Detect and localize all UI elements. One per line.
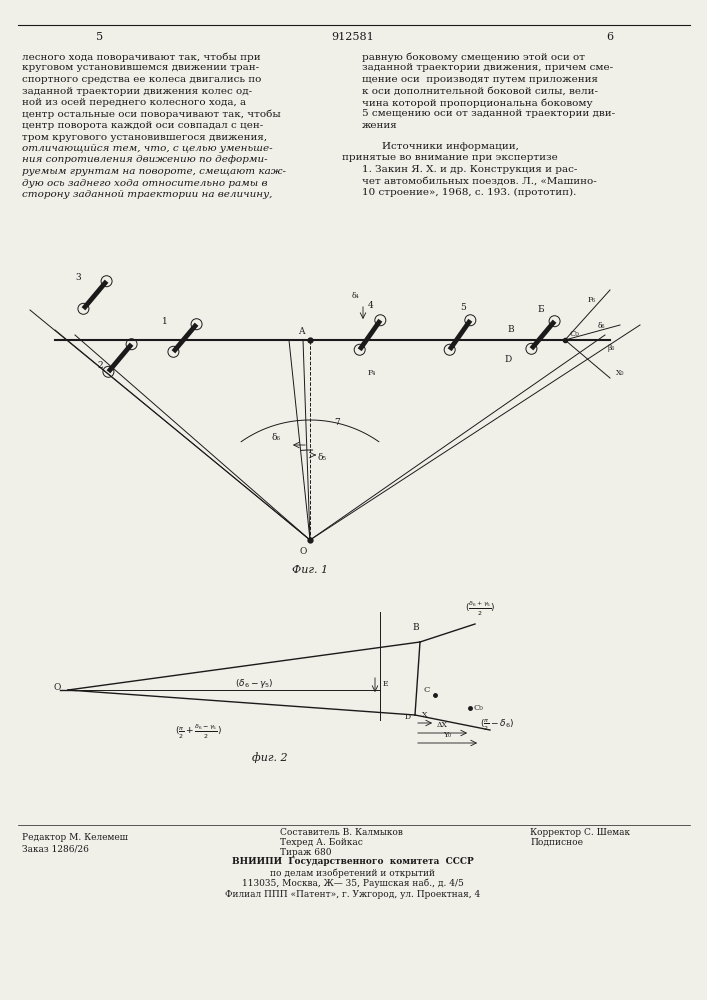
Text: отличающийся тем, что, с целью уменьше-: отличающийся тем, что, с целью уменьше- <box>22 144 273 153</box>
Text: 113035, Москва, Ж— 35, Раушская наб., д. 4/5: 113035, Москва, Ж— 35, Раушская наб., д.… <box>242 879 464 888</box>
Text: δ₅: δ₅ <box>318 453 327 462</box>
Text: Техред А. Бойкас: Техред А. Бойкас <box>280 838 363 847</box>
Text: к оси дополнительной боковой силы, вели-: к оси дополнительной боковой силы, вели- <box>362 87 598 96</box>
Text: D: D <box>504 355 511 364</box>
Text: сторону заданной траектории на величину,: сторону заданной траектории на величину, <box>22 190 272 199</box>
Text: 5: 5 <box>460 303 466 312</box>
Text: 912581: 912581 <box>332 32 375 42</box>
Text: $(\frac{\delta_6+\gamma_5}{2})$: $(\frac{\delta_6+\gamma_5}{2})$ <box>465 600 496 618</box>
Text: заданной траектории движения колес од-: заданной траектории движения колес од- <box>22 87 252 96</box>
Text: принятые во внимание при экспертизе: принятые во внимание при экспертизе <box>342 153 558 162</box>
Text: Корректор С. Шемак: Корректор С. Шемак <box>530 828 630 837</box>
Text: δ₄: δ₄ <box>352 292 360 300</box>
Text: Заказ 1286/26: Заказ 1286/26 <box>22 844 89 853</box>
Text: 6: 6 <box>607 32 614 42</box>
Text: чет автомобильных поездов. Л., «Машино-: чет автомобильных поездов. Л., «Машино- <box>362 176 597 186</box>
Text: 4: 4 <box>368 301 374 310</box>
Text: заданной траектории движения, причем сме-: заданной траектории движения, причем сме… <box>362 64 613 73</box>
Text: ния сопротивления движению по деформи-: ния сопротивления движению по деформи- <box>22 155 268 164</box>
Text: C₀: C₀ <box>473 704 483 712</box>
Text: 1. Закин Я. Х. и др. Конструкция и рас-: 1. Закин Я. Х. и др. Конструкция и рас- <box>362 165 578 174</box>
Text: $(\frac{\pi}{2}+\frac{\delta_6-\gamma_5}{2})$: $(\frac{\pi}{2}+\frac{\delta_6-\gamma_5}… <box>175 723 222 741</box>
Text: X: X <box>422 711 428 719</box>
Text: Б: Б <box>537 305 544 314</box>
Text: руемым грунтам на повороте, смещают каж-: руемым грунтам на повороте, смещают каж- <box>22 167 286 176</box>
Text: 2: 2 <box>97 361 103 370</box>
Text: фиг. 2: фиг. 2 <box>252 752 288 763</box>
Text: P₆: P₆ <box>588 296 596 304</box>
Text: E: E <box>383 680 389 688</box>
Text: D: D <box>405 713 411 721</box>
Text: круговом установившемся движении тран-: круговом установившемся движении тран- <box>22 64 259 73</box>
Text: X₀: X₀ <box>616 369 624 377</box>
Text: C: C <box>423 686 429 694</box>
Text: центр поворота каждой оси совпадал с цен-: центр поворота каждой оси совпадал с цен… <box>22 121 263 130</box>
Text: 5 смещению оси от заданной траектории дви-: 5 смещению оси от заданной траектории дв… <box>362 109 615 118</box>
Text: B: B <box>412 623 419 632</box>
Text: A: A <box>298 327 305 336</box>
Text: P₄: P₄ <box>368 369 376 377</box>
Text: 3: 3 <box>75 273 81 282</box>
Text: Y₀: Y₀ <box>443 731 452 739</box>
Text: Источники информации,: Источники информации, <box>382 142 518 151</box>
Text: равную боковому смещению этой оси от: равную боковому смещению этой оси от <box>362 52 585 62</box>
Text: Филиал ППП «Патент», г. Ужгород, ул. Проектная, 4: Филиал ППП «Патент», г. Ужгород, ул. Про… <box>226 890 481 899</box>
Text: ной из осей переднего колесного хода, а: ной из осей переднего колесного хода, а <box>22 98 246 107</box>
Text: O: O <box>54 683 62 692</box>
Text: 10 строение», 1968, с. 193. (прототип).: 10 строение», 1968, с. 193. (прототип). <box>362 188 576 197</box>
Text: жения: жения <box>362 121 398 130</box>
Text: δ₆: δ₆ <box>598 322 605 330</box>
Text: спортного средства ее колеса двигались по: спортного средства ее колеса двигались п… <box>22 75 262 84</box>
Text: β₆: β₆ <box>607 344 614 352</box>
Text: Составитель В. Калмыков: Составитель В. Калмыков <box>280 828 403 837</box>
Text: Тираж 680: Тираж 680 <box>280 848 332 857</box>
Text: по делам изобретений и открытий: по делам изобретений и открытий <box>271 868 436 878</box>
Text: Редактор М. Келемеш: Редактор М. Келемеш <box>22 833 128 842</box>
Text: 7: 7 <box>334 418 339 427</box>
Text: O: O <box>300 547 308 556</box>
Text: δ₆: δ₆ <box>272 433 281 442</box>
Text: ΔX: ΔX <box>437 721 448 729</box>
Text: Подписное: Подписное <box>530 838 583 847</box>
Text: щение оси  производят путем приложения: щение оси производят путем приложения <box>362 75 598 84</box>
Text: B: B <box>507 325 513 334</box>
Text: лесного хода поворачивают так, чтобы при: лесного хода поворачивают так, чтобы при <box>22 52 261 62</box>
Text: 1: 1 <box>162 317 168 326</box>
Text: тром кругового установившегося движения,: тром кругового установившегося движения, <box>22 132 267 141</box>
Text: $(\frac{\pi}{2}-\delta_6)$: $(\frac{\pi}{2}-\delta_6)$ <box>480 718 514 733</box>
Text: 5: 5 <box>96 32 103 42</box>
Text: чина которой пропорциональна боковому: чина которой пропорциональна боковому <box>362 98 592 107</box>
Text: C₀: C₀ <box>569 330 579 338</box>
Text: Фиг. 1: Фиг. 1 <box>292 565 328 575</box>
Text: центр остальные оси поворачивают так, чтобы: центр остальные оси поворачивают так, чт… <box>22 109 281 119</box>
Text: ВНИИПИ  Государственного  комитета  СССР: ВНИИПИ Государственного комитета СССР <box>232 857 474 866</box>
Text: $(\delta_6 - \gamma_5)$: $(\delta_6 - \gamma_5)$ <box>235 677 274 690</box>
Text: дую ось заднего хода относительно рамы в: дую ось заднего хода относительно рамы в <box>22 178 267 188</box>
